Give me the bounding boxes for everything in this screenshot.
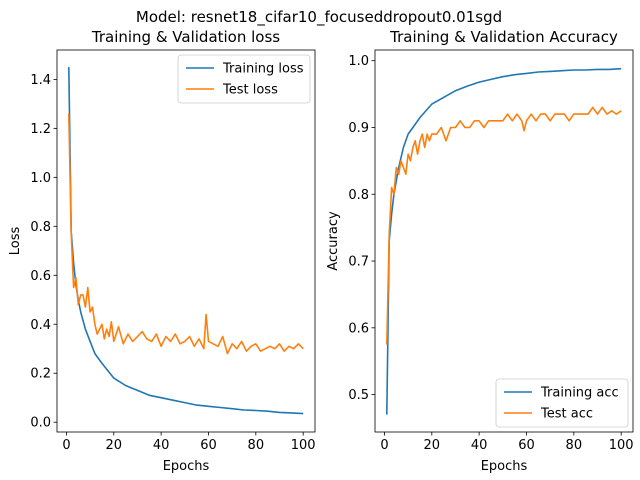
loss-y-tick-label: 1.0 bbox=[30, 171, 51, 186]
loss-y-axis-label: Loss bbox=[8, 227, 23, 256]
accuracy-y-tick-label: 0.8 bbox=[348, 188, 369, 203]
loss-x-tick-label: 20 bbox=[106, 438, 123, 453]
accuracy-chart-panel: 0 20 40 60 80 100 0.5 0.6 0.7 0.8 0.9 1.0 Epochs Accu… bbox=[326, 28, 634, 474]
accuracy-x-tick-label: 60 bbox=[518, 438, 535, 453]
accuracy-legend-label-test: Test acc bbox=[540, 407, 593, 422]
figure-suptitle: Model: resnet18_cifar10_focuseddropout0.… bbox=[136, 8, 502, 27]
accuracy-series-test-line bbox=[386, 106, 622, 345]
accuracy-legend-box bbox=[495, 378, 629, 428]
loss-y-tick-label: 0.6 bbox=[30, 269, 51, 284]
loss-x-tick-label: 60 bbox=[200, 438, 217, 453]
loss-x-axis-label: Epochs bbox=[163, 459, 210, 474]
loss-x-tick-label: 80 bbox=[248, 438, 265, 453]
accuracy-y-tick-label: 0.5 bbox=[348, 388, 369, 403]
loss-x-tick-label: 40 bbox=[153, 438, 170, 453]
accuracy-axes-frame bbox=[374, 49, 634, 433]
accuracy-y-tick-label: 0.6 bbox=[348, 321, 369, 336]
accuracy-x-tick-label: 20 bbox=[424, 438, 441, 453]
accuracy-series-train-line bbox=[386, 67, 622, 415]
accuracy-y-axis-label: Accuracy bbox=[326, 211, 341, 271]
loss-y-tick-label: 0.4 bbox=[30, 318, 51, 333]
accuracy-x-tick-label: 0 bbox=[380, 438, 388, 453]
accuracy-y-tick-label: 1.0 bbox=[348, 54, 369, 69]
loss-legend-label-train: Training loss bbox=[222, 62, 304, 77]
loss-legend-label-test: Test loss bbox=[222, 83, 278, 98]
loss-chart-panel: 0 20 40 60 80 100 0.0 0.2 0.4 0.6 0.8 1.0 1.2 1.4 Epoc… bbox=[8, 28, 316, 474]
accuracy-y-tick-label: 0.7 bbox=[348, 255, 369, 270]
loss-axes-frame bbox=[56, 49, 316, 433]
accuracy-x-tick-label: 100 bbox=[609, 438, 634, 453]
loss-legend: Training loss Test loss bbox=[177, 54, 311, 104]
accuracy-x-axis-label: Epochs bbox=[481, 459, 528, 474]
loss-legend-box bbox=[177, 54, 311, 104]
loss-chart-title: Training & Validation loss bbox=[91, 28, 280, 46]
loss-y-tick-label: 1.2 bbox=[30, 122, 51, 137]
accuracy-x-tick-label: 80 bbox=[566, 438, 583, 453]
loss-y-tick-label: 0.0 bbox=[30, 416, 51, 431]
accuracy-x-tick-label: 40 bbox=[471, 438, 488, 453]
loss-y-tick-label: 0.8 bbox=[30, 220, 51, 235]
accuracy-legend-label-train: Training acc bbox=[540, 386, 619, 401]
loss-x-tick-label: 100 bbox=[291, 438, 316, 453]
loss-series-test-line bbox=[68, 113, 304, 355]
loss-y-tick-label: 0.2 bbox=[30, 367, 51, 382]
loss-y-tick-label: 1.4 bbox=[30, 73, 51, 88]
loss-x-tick-label: 0 bbox=[62, 438, 70, 453]
loss-series-train-line bbox=[68, 67, 304, 415]
accuracy-chart-title: Training & Validation Accuracy bbox=[389, 28, 618, 46]
accuracy-legend: Training acc Test acc bbox=[495, 378, 629, 428]
accuracy-y-tick-label: 0.9 bbox=[348, 121, 369, 136]
